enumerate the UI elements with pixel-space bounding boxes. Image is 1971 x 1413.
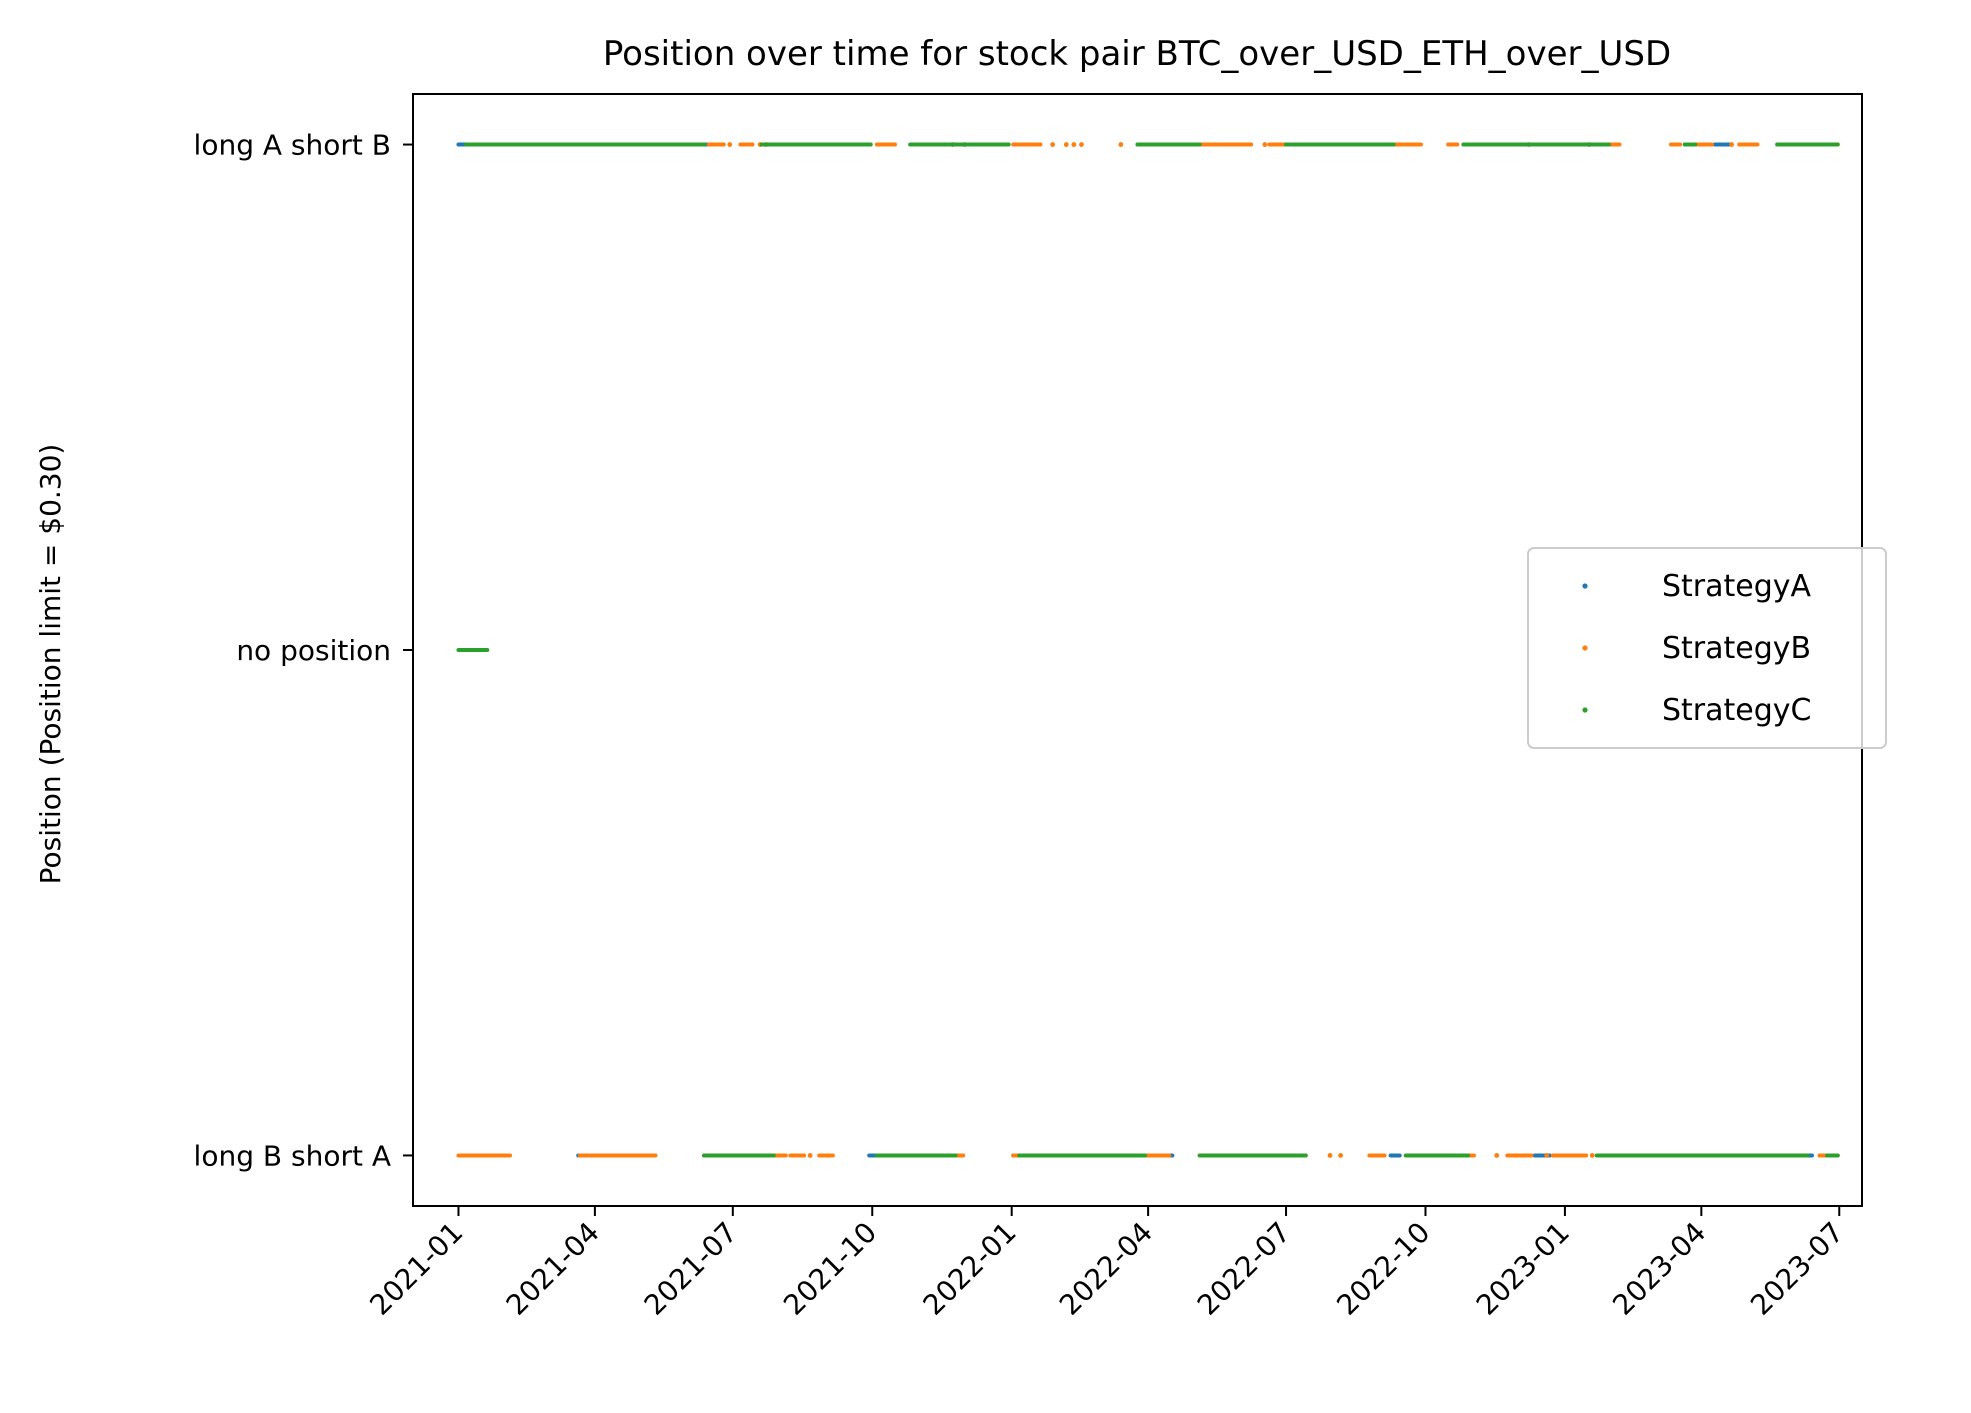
data-point bbox=[807, 1153, 813, 1158]
legend-marker bbox=[1582, 645, 1588, 651]
y-axis: long A short B no position long B short A bbox=[194, 129, 413, 1172]
data-point bbox=[1327, 1153, 1333, 1158]
data-point bbox=[1071, 142, 1077, 147]
data-point bbox=[1050, 142, 1056, 147]
series-StrategyC bbox=[456, 142, 1840, 1158]
legend-label: StrategyA bbox=[1662, 569, 1812, 604]
legend-box bbox=[1527, 547, 1887, 749]
data-point bbox=[1118, 142, 1124, 147]
legend-marker bbox=[1582, 583, 1588, 589]
y-axis-label: Position (Position limit = $0.30) bbox=[34, 444, 67, 885]
data-point bbox=[1063, 142, 1069, 147]
y-tick-label: no position bbox=[236, 634, 391, 667]
data-point bbox=[1262, 142, 1268, 147]
data-point bbox=[1589, 1153, 1595, 1158]
data-point bbox=[1079, 142, 1084, 147]
data-point bbox=[1338, 1153, 1344, 1158]
y-tick-label: long B short A bbox=[194, 1139, 391, 1172]
data-point bbox=[1494, 1153, 1500, 1158]
legend: StrategyA StrategyB StrategyC bbox=[1527, 547, 1887, 749]
data-point bbox=[727, 142, 733, 147]
y-tick-label: long A short B bbox=[194, 129, 391, 162]
data-point bbox=[1544, 1153, 1550, 1158]
data-layer bbox=[456, 142, 1840, 1158]
legend-marker bbox=[1582, 707, 1588, 713]
data-point bbox=[1729, 142, 1735, 147]
chart-title: Position over time for stock pair BTC_ov… bbox=[603, 34, 1671, 74]
legend-label: StrategyC bbox=[1662, 693, 1812, 728]
legend-label: StrategyB bbox=[1662, 631, 1811, 666]
